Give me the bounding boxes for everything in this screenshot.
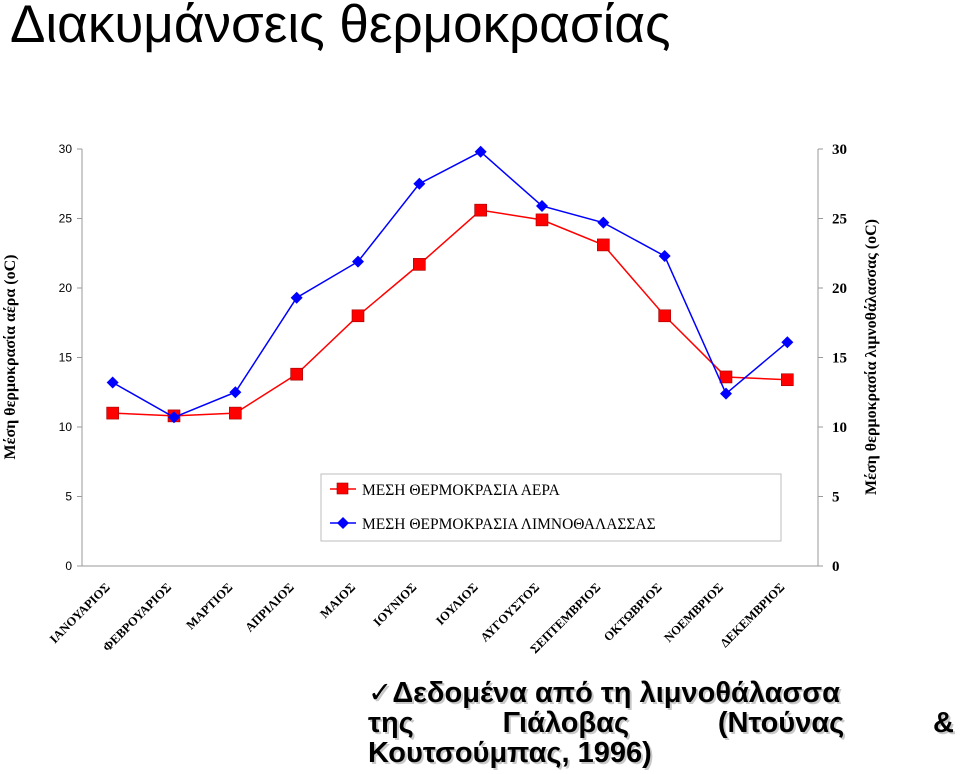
source-note-word: & [933,707,954,739]
data-point-diamond [720,387,732,400]
left-tick-label: 25 [59,212,73,226]
left-tick-label: 5 [65,490,72,504]
data-point-square [474,203,487,217]
data-point-diamond [413,177,426,190]
category-label: ΔΕΚΕΜΒΡΙΟΣ [718,580,788,650]
series-1 [106,145,794,424]
data-point-square [106,406,119,420]
right-axis-title: Μέση θερμοκρασία λιμνοθάλασσας (oC) [863,219,880,495]
data-point-diamond [474,145,487,158]
data-point-square [413,258,426,271]
data-point-square [658,309,671,323]
data-point-diamond [352,255,364,268]
data-point-diamond [229,386,242,399]
right-tick-label: 5 [832,490,840,506]
source-note-word: (Ντούνας [717,707,845,739]
data-point-diamond [106,376,119,389]
legend-marker-square [336,482,349,495]
category-label: ΝΟΕΜΒΡΙΟΣ [661,580,726,645]
check-icon: ✓ [368,675,393,709]
right-axis-ticks: 0 5 10 15 20 25 30 [818,142,847,575]
series-line [112,209,788,417]
data-point-diamond [536,199,548,212]
data-point-diamond [168,411,180,424]
left-tick-label: 15 [59,351,73,365]
right-tick-label: 15 [832,351,847,367]
data-point-square [719,370,733,384]
category-label: ΙΟΥΛΙΟΣ [433,580,481,628]
legend: ΜΕΣΗ ΘΕΡΜΟΚΡΑΣΙΑ ΑΕΡΑ ΜΕΣΗ ΘΕΡΜΟΚΡΑΣΙΑ Λ… [320,473,782,542]
category-label: ΑΠΡΙΛΙΟΣ [242,580,296,634]
left-tick-label: 0 [65,559,72,573]
data-point-square [229,406,242,420]
data-point-diamond [658,250,671,263]
series-line [112,150,788,419]
category-label: ΙΟΥΝΙΟΣ [371,580,420,629]
left-tick-label: 20 [59,281,73,295]
data-point-square [290,367,303,381]
series-layer [106,145,794,424]
right-tick-label: 0 [832,559,840,575]
right-tick-label: 10 [832,420,847,436]
legend-item-lagoon: ΜΕΣΗ ΘΕΡΜΟΚΡΑΣΙΑ ΛΙΜΝΟΘΑΛΑΣΣΑΣ [330,516,656,533]
data-point-diamond [597,216,610,229]
legend-label-lagoon: ΜΕΣΗ ΘΕΡΜΟΚΡΑΣΙΑ ΛΙΜΝΟΘΑΛΑΣΣΑΣ [362,516,656,533]
legend-box [320,473,782,542]
page-title: Διακυμάνσεις θερμοκρασίας [10,0,671,54]
data-point-diamond [781,336,794,349]
data-point-square [535,213,549,227]
source-note-word: της [368,707,414,739]
source-note-line-1: ✓Δεδομένα από τη λιμνοθάλασσα [368,677,954,708]
category-label: ΙΑΝΟΥΑΡΙΟΣ [47,580,113,646]
source-note-line-2: της Γιάλοβας (Ντούνας & [368,708,954,738]
data-point-square [597,238,610,252]
category-label: ΜΑΡΤΙΟΣ [183,580,235,632]
data-point-diamond [290,291,303,304]
left-axis-ticks: 0 5 10 15 20 25 30 [59,142,82,573]
legend-marker-diamond [337,517,349,529]
data-point-square [781,373,794,387]
left-tick-label: 10 [59,420,73,434]
right-tick-label: 30 [832,142,847,158]
left-axis-title: Μέση θερμοκρασία αέρα (oC) [2,255,19,460]
right-tick-label: 20 [832,281,847,297]
category-label: ΜΑΙΟΣ [317,580,358,621]
source-note-line-3: Κουτσούμπας, 1996) [368,737,652,769]
source-note: ✓Δεδομένα από τη λιμνοθάλασσα της Γιάλοβ… [368,677,954,768]
right-tick-label: 25 [832,212,847,228]
left-tick-label: 30 [59,142,73,156]
source-note-word: Γιάλοβας [502,707,630,739]
legend-label-air: ΜΕΣΗ ΘΕΡΜΟΚΡΑΣΙΑ ΑΕΡΑ [362,482,561,499]
category-label: ΑΥΓΟΥΣΤΟΣ [478,580,542,644]
category-label: ΟΚΤΩΒΡΙΟΣ [601,580,665,644]
data-point-square [351,309,365,323]
source-note-line-1-text: Δεδομένα από τη λιμνοθάλασσα [392,677,840,709]
legend-item-air: ΜΕΣΗ ΘΕΡΜΟΚΡΑΣΙΑ ΑΕΡΑ [330,482,561,499]
